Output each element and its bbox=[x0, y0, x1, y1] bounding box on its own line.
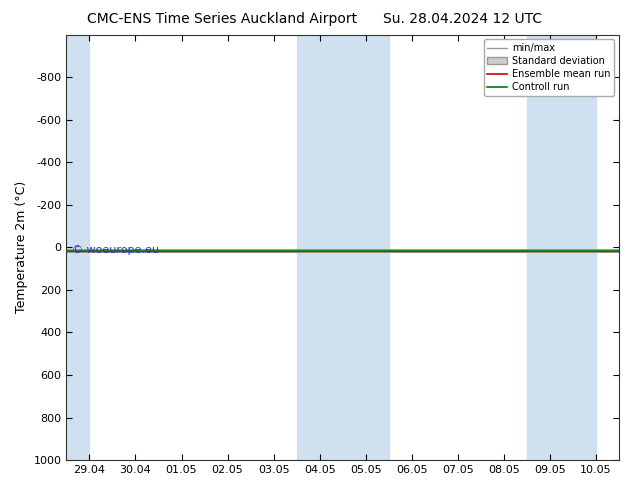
Text: CMC-ENS Time Series Auckland Airport: CMC-ENS Time Series Auckland Airport bbox=[87, 12, 357, 26]
Bar bbox=[297, 35, 389, 460]
Text: Su. 28.04.2024 12 UTC: Su. 28.04.2024 12 UTC bbox=[384, 12, 542, 26]
Legend: min/max, Standard deviation, Ensemble mean run, Controll run: min/max, Standard deviation, Ensemble me… bbox=[484, 40, 614, 96]
Bar bbox=[67, 35, 89, 460]
Bar bbox=[527, 35, 596, 460]
Y-axis label: Temperature 2m (°C): Temperature 2m (°C) bbox=[15, 181, 28, 314]
Text: © woeurope.eu: © woeurope.eu bbox=[72, 245, 159, 255]
